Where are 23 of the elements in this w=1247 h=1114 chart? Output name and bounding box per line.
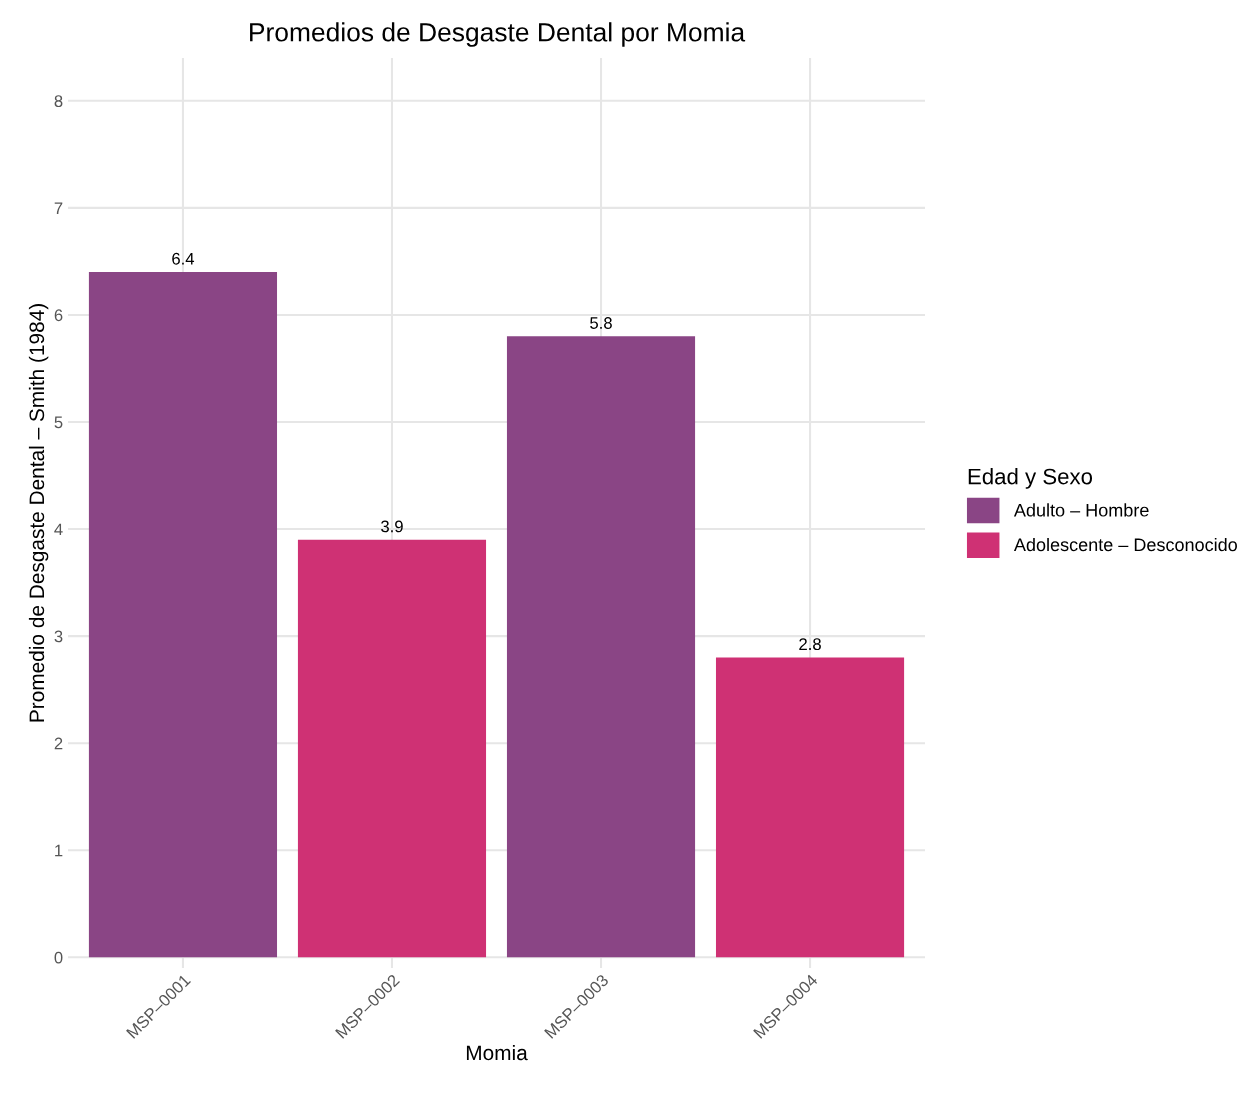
data-label: 3.9	[381, 520, 403, 533]
chart-title: Promedios de Desgaste Dental por Momia	[250, 22, 746, 47]
data-label: 2.8	[799, 638, 821, 651]
y-tick-label: 5	[54, 416, 63, 429]
y-tick-label: 3	[54, 630, 63, 643]
y-tick-label: 2	[54, 737, 63, 750]
bar	[297, 539, 487, 958]
legend-title: Edad y Sexo	[968, 468, 1093, 489]
y-tick-label: 1	[55, 844, 63, 857]
data-label: 5.8	[590, 317, 612, 329]
bar	[715, 657, 905, 958]
y-tick-label: 8	[54, 95, 63, 108]
legend-label: Adulto – Hombre	[1013, 503, 1149, 517]
legend-label: Adolescente – Desconocido	[1013, 537, 1237, 552]
x-axis-title: Momia	[466, 1044, 528, 1061]
y-tick-label: 4	[54, 523, 63, 536]
y-tick-label: 6	[54, 309, 63, 322]
y-tick-label: 0	[54, 951, 63, 964]
data-label: 6.4	[172, 252, 195, 265]
y-tick-label: 7	[54, 202, 63, 214]
bar	[506, 336, 696, 958]
bar	[88, 272, 278, 958]
y-axis-title: Promedio de Desgaste Dental – Smith (1984)	[28, 304, 49, 722]
